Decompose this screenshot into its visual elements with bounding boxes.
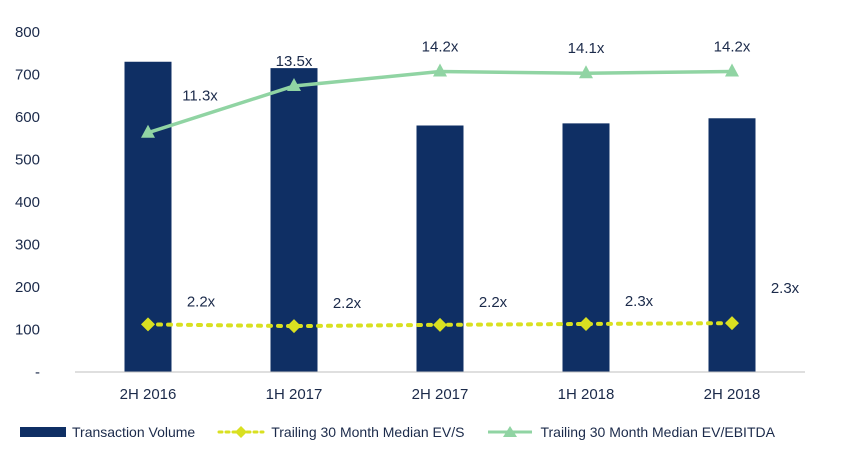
ev-ebitda-line-group xyxy=(141,63,739,138)
legend: Transaction Volume Trailing 30 Month Med… xyxy=(20,420,840,444)
legend-item-ev-s: Trailing 30 Month Median EV/S xyxy=(217,424,464,440)
legend-item-transaction-volume: Transaction Volume xyxy=(20,424,195,440)
y-tick-label: 500 xyxy=(15,152,40,169)
ev-ebitda-series-line xyxy=(147,69,733,135)
ev-ebitda-point xyxy=(725,63,739,77)
y-tick-label: 700 xyxy=(15,67,40,84)
y-tick-label: 100 xyxy=(15,322,40,339)
data-labels-group: 11.3x 13.5x 14.2x 14.1x 14.2x 2.2x 2.2x 2.2x 2.3… xyxy=(182,39,799,313)
legend-label-transaction-volume: Transaction Volume xyxy=(72,424,196,440)
ev-ebitda-point xyxy=(141,124,155,138)
ev-ebitda-data-label: 11.3x xyxy=(182,88,218,105)
y-tick-label: 300 xyxy=(15,237,40,254)
bar-transaction-volume xyxy=(708,118,756,373)
x-tick-label: 1H 2017 xyxy=(266,386,323,403)
y-tick-label: 600 xyxy=(15,109,40,126)
x-axis: 2H 2016 1H 2017 2H 2017 1H 2018 2H 2018 xyxy=(120,386,761,403)
ev-s-data-label: 2.2x xyxy=(333,295,362,312)
ev-s-data-label: 2.2x xyxy=(479,294,508,311)
ev-s-data-label: 2.2x xyxy=(187,293,216,310)
ev-ebitda-data-label: 14.2x xyxy=(422,39,459,56)
bar-transaction-volume xyxy=(562,123,610,372)
y-tick-label: 800 xyxy=(15,24,40,41)
legend-label-ev-s: Trailing 30 Month Median EV/S xyxy=(271,424,465,440)
ev-s-line-group xyxy=(141,316,739,334)
legend-swatch-bar xyxy=(20,427,66,437)
ev-ebitda-data-label: 14.2x xyxy=(714,39,751,56)
y-tick-label: 400 xyxy=(15,194,40,211)
legend-swatch-ev-s xyxy=(217,426,265,438)
ev-ebitda-data-label: 14.1x xyxy=(568,40,605,57)
legend-swatch-ev-ebitda xyxy=(488,426,533,437)
ev-s-point xyxy=(433,317,447,332)
ev-s-data-label: 2.3x xyxy=(771,280,800,297)
bar-transaction-volume xyxy=(416,125,464,372)
ev-s-data-label: 2.3x xyxy=(625,293,654,310)
x-tick-label: 1H 2018 xyxy=(558,386,615,403)
y-axis: - 100 200 300 400 500 600 700 800 xyxy=(15,24,40,381)
ev-ebitda-data-label: 13.5x xyxy=(276,53,313,70)
ev-s-point xyxy=(287,319,301,334)
y-tick-label: 200 xyxy=(15,279,40,296)
ev-ebitda-point xyxy=(287,77,301,91)
legend-item-ev-ebitda: Trailing 30 Month Median EV/EBITDA xyxy=(486,424,775,440)
ev-s-point xyxy=(141,317,155,332)
x-tick-label: 2H 2017 xyxy=(412,386,469,403)
x-tick-label: 2H 2016 xyxy=(120,386,177,403)
ev-ebitda-point xyxy=(579,65,593,79)
ev-s-point xyxy=(725,316,739,331)
x-tick-label: 2H 2018 xyxy=(704,386,761,403)
legend-label-ev-ebitda: Trailing 30 Month Median EV/EBITDA xyxy=(540,424,775,440)
y-tick-label: - xyxy=(35,364,40,381)
ev-ebitda-point xyxy=(433,63,447,77)
ev-s-point xyxy=(579,316,593,331)
